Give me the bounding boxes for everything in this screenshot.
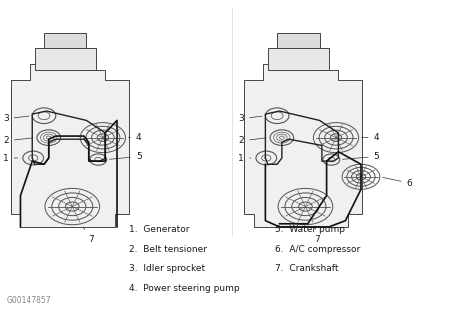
- Text: 4: 4: [361, 133, 379, 142]
- Text: 7: 7: [314, 228, 320, 244]
- Text: 3: 3: [3, 114, 29, 123]
- Text: 6: 6: [383, 177, 412, 188]
- Text: 4: 4: [128, 133, 141, 142]
- Polygon shape: [44, 33, 86, 48]
- Text: G00147857: G00147857: [6, 296, 51, 305]
- Text: 3: 3: [238, 114, 262, 123]
- Polygon shape: [11, 64, 129, 227]
- Polygon shape: [244, 64, 362, 227]
- Text: 2: 2: [238, 136, 266, 145]
- Text: 1: 1: [3, 154, 18, 162]
- Text: 1.  Generator: 1. Generator: [129, 225, 189, 234]
- Text: 5: 5: [343, 152, 380, 161]
- Text: 1: 1: [238, 154, 251, 162]
- Text: 6.  A/C compressor: 6. A/C compressor: [275, 245, 360, 254]
- Text: 5.  Water pump: 5. Water pump: [275, 225, 345, 234]
- Polygon shape: [277, 33, 319, 48]
- Text: 2: 2: [3, 136, 33, 145]
- Text: 2.  Belt tensioner: 2. Belt tensioner: [129, 245, 207, 254]
- Text: 7: 7: [83, 227, 94, 244]
- Polygon shape: [268, 48, 329, 70]
- Text: 7.  Crankshaft: 7. Crankshaft: [275, 264, 338, 273]
- Text: 3.  Idler sprocket: 3. Idler sprocket: [129, 264, 205, 273]
- Text: 5: 5: [109, 152, 142, 161]
- Polygon shape: [35, 48, 96, 70]
- Text: 4.  Power steering pump: 4. Power steering pump: [129, 283, 239, 293]
